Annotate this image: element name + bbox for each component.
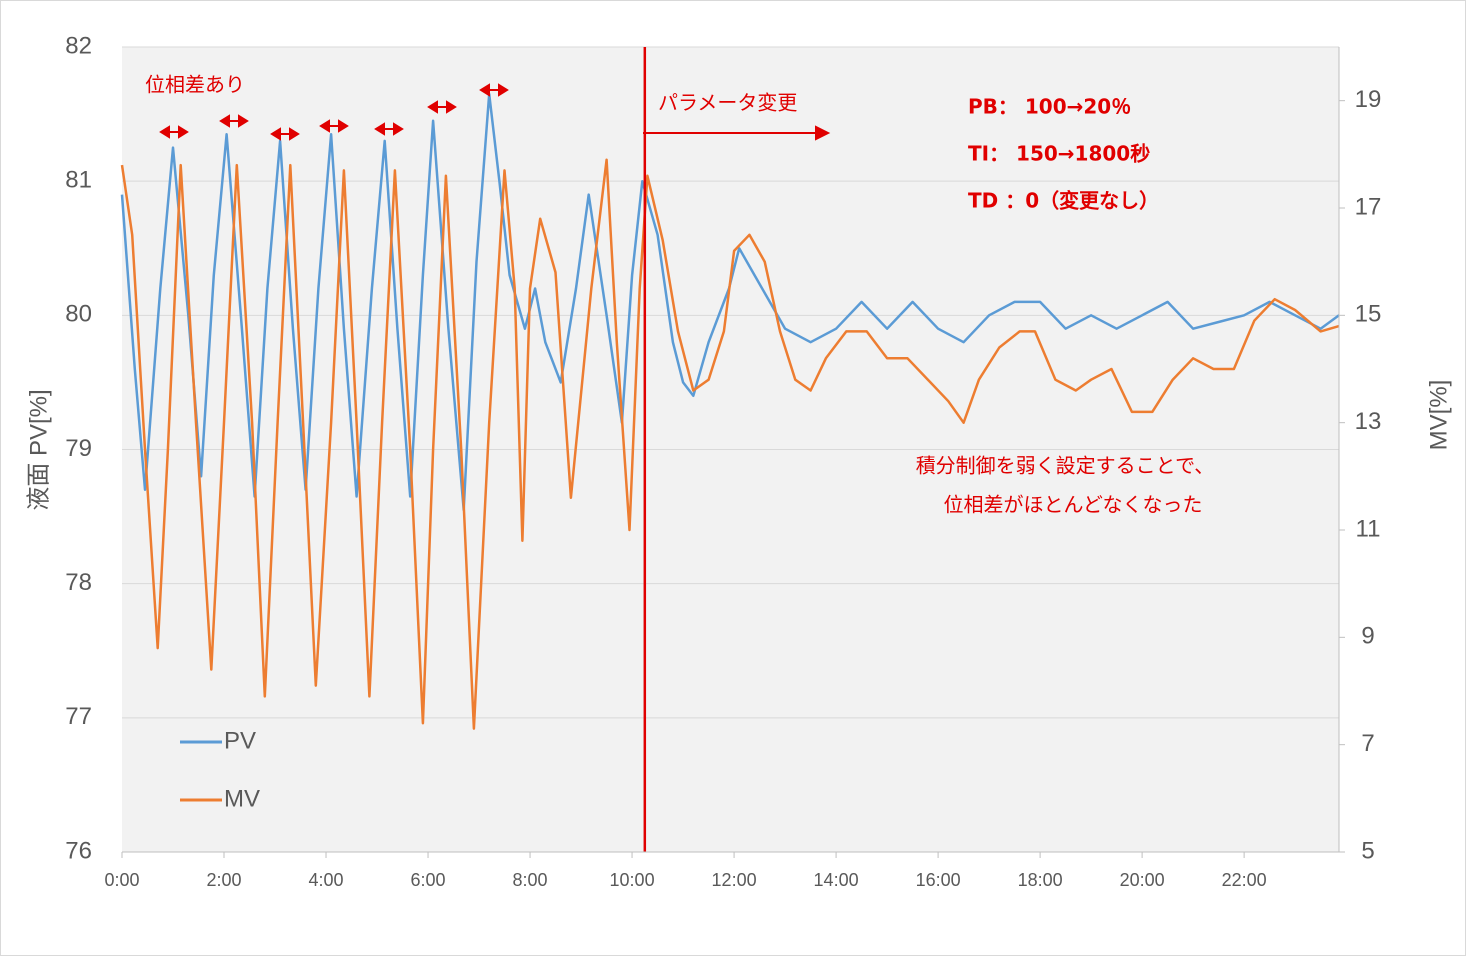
annotation: 位相差がほとんどなくなった bbox=[944, 493, 1203, 517]
legend-label: PV bbox=[224, 727, 256, 754]
y-tick-label: 76 bbox=[65, 837, 92, 864]
arrow-head bbox=[815, 125, 831, 141]
annotation: TI： 150→1800秒 bbox=[968, 142, 1150, 166]
x-tick-label: 18:00 bbox=[1018, 870, 1063, 890]
grid bbox=[122, 46, 1339, 853]
annotation: TD ：0（変更なし） bbox=[968, 189, 1159, 213]
annotation: 位相差あり bbox=[145, 73, 245, 97]
y-axis-label: 液面 PV[%] bbox=[25, 389, 52, 510]
y2-tick-label: 19 bbox=[1355, 86, 1382, 113]
annotation-arrows bbox=[159, 83, 831, 141]
y2-tick-label: 17 bbox=[1355, 193, 1382, 220]
annotation: 積分制御を弱く設定することで、 bbox=[916, 454, 1215, 478]
x-tick-label: 10:00 bbox=[610, 870, 655, 890]
x-tick-label: 2:00 bbox=[206, 870, 241, 890]
x-tick-label: 8:00 bbox=[513, 870, 548, 890]
x-tick-label: 16:00 bbox=[916, 870, 961, 890]
y-tick-label: 79 bbox=[65, 435, 92, 462]
x-tick-label: 14:00 bbox=[814, 870, 859, 890]
legend-label: MV bbox=[224, 785, 260, 812]
series-line bbox=[120, 158, 1340, 730]
y-tick-label: 78 bbox=[65, 569, 92, 596]
y2-tick-label: 13 bbox=[1355, 408, 1382, 435]
x-tick-label: 12:00 bbox=[712, 870, 757, 890]
y-tick-label: 80 bbox=[65, 301, 92, 328]
y-tick-label: 82 bbox=[65, 32, 92, 59]
plot bbox=[120, 47, 1340, 852]
y2-axis-label: MV[%] bbox=[1425, 380, 1452, 451]
legend: PV MV bbox=[180, 727, 260, 812]
y2-tick-label: 5 bbox=[1361, 837, 1374, 864]
y2-tick-label: 15 bbox=[1355, 301, 1382, 328]
y-tick-label: 81 bbox=[65, 167, 92, 194]
x-tick-label: 20:00 bbox=[1120, 870, 1165, 890]
x-tick-label: 0:00 bbox=[104, 870, 139, 890]
x-tick-label: 4:00 bbox=[309, 870, 344, 890]
phase-arrows bbox=[159, 83, 509, 141]
y-tick-label: 77 bbox=[65, 703, 92, 730]
y2-tick-label: 9 bbox=[1361, 623, 1374, 650]
y2-tick-label: 7 bbox=[1361, 730, 1374, 757]
annotation: パラメータ変更 bbox=[658, 91, 797, 115]
x-tick-label: 6:00 bbox=[411, 870, 446, 890]
annotation: PB： 100→20％ bbox=[968, 95, 1131, 119]
x-tick-label: 22:00 bbox=[1222, 870, 1267, 890]
series-line bbox=[120, 92, 1340, 512]
y2-tick-label: 11 bbox=[1356, 515, 1381, 542]
